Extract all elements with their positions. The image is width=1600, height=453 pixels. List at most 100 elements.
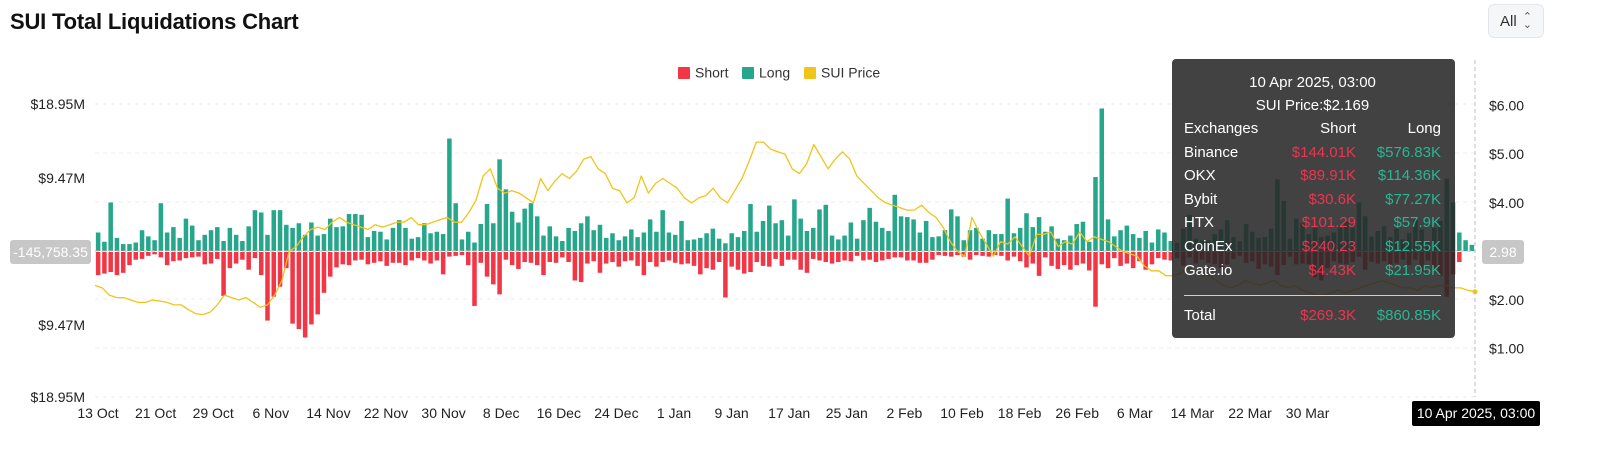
short-bar[interactable] xyxy=(265,252,270,321)
long-bar[interactable] xyxy=(346,214,352,251)
long-bar[interactable] xyxy=(221,240,226,251)
long-bar[interactable] xyxy=(353,214,358,251)
short-bar[interactable] xyxy=(886,252,891,259)
short-bar[interactable] xyxy=(905,252,910,261)
long-bar[interactable] xyxy=(114,237,120,251)
short-bar[interactable] xyxy=(560,252,565,258)
long-bar[interactable] xyxy=(315,235,320,251)
short-bar[interactable] xyxy=(980,252,985,256)
short-bar[interactable] xyxy=(384,252,389,266)
short-bar[interactable] xyxy=(390,252,396,263)
short-bar[interactable] xyxy=(1112,252,1117,259)
short-bar[interactable] xyxy=(396,252,402,263)
long-bar[interactable] xyxy=(967,230,973,251)
long-bar[interactable] xyxy=(1162,232,1167,251)
short-bar[interactable] xyxy=(484,252,490,277)
long-bar[interactable] xyxy=(578,223,584,251)
short-bar[interactable] xyxy=(1011,252,1017,257)
long-bar[interactable] xyxy=(597,224,603,251)
long-bar[interactable] xyxy=(723,243,728,251)
short-bar[interactable] xyxy=(227,252,233,269)
short-bar[interactable] xyxy=(1005,252,1010,261)
short-bar[interactable] xyxy=(610,252,615,263)
short-bar[interactable] xyxy=(1168,252,1174,261)
short-bar[interactable] xyxy=(698,252,703,275)
long-bar[interactable] xyxy=(879,227,885,251)
short-bar[interactable] xyxy=(930,252,935,260)
long-bar[interactable] xyxy=(1112,236,1117,251)
long-bar[interactable] xyxy=(1024,213,1029,251)
long-bar[interactable] xyxy=(472,242,477,251)
legend-label[interactable]: Short xyxy=(695,65,729,81)
short-bar[interactable] xyxy=(553,252,559,263)
long-bar[interactable] xyxy=(810,227,816,251)
long-bar[interactable] xyxy=(886,230,891,251)
long-bar[interactable] xyxy=(1457,232,1462,251)
long-bar[interactable] xyxy=(334,227,339,251)
long-bar[interactable] xyxy=(1017,227,1023,251)
long-bar[interactable] xyxy=(616,240,622,251)
short-bar[interactable] xyxy=(465,252,471,266)
short-bar[interactable] xyxy=(321,252,327,293)
short-bar[interactable] xyxy=(660,252,665,263)
short-bar[interactable] xyxy=(817,252,822,261)
short-bar[interactable] xyxy=(1043,252,1048,258)
short-bar[interactable] xyxy=(1118,252,1123,266)
long-bar[interactable] xyxy=(164,232,170,251)
long-bar[interactable] xyxy=(340,226,346,251)
long-bar[interactable] xyxy=(729,233,734,251)
long-bar[interactable] xyxy=(183,218,189,251)
short-bar[interactable] xyxy=(271,252,277,297)
long-bar[interactable] xyxy=(735,237,741,251)
long-bar[interactable] xyxy=(252,210,258,251)
long-bar[interactable] xyxy=(1011,233,1017,251)
long-bar[interactable] xyxy=(898,216,904,251)
short-bar[interactable] xyxy=(1105,252,1111,269)
long-bar[interactable] xyxy=(836,239,841,251)
short-bar[interactable] xyxy=(1049,252,1054,266)
short-bar[interactable] xyxy=(691,252,697,266)
short-bar[interactable] xyxy=(917,252,923,263)
short-bar[interactable] xyxy=(679,252,684,265)
long-bar[interactable] xyxy=(365,237,371,251)
long-bar[interactable] xyxy=(1061,240,1067,251)
short-bar[interactable] xyxy=(603,252,609,264)
short-bar[interactable] xyxy=(572,252,578,281)
long-bar[interactable] xyxy=(829,235,835,251)
long-bar[interactable] xyxy=(528,203,534,251)
long-bar[interactable] xyxy=(522,208,527,251)
short-bar[interactable] xyxy=(1030,252,1036,264)
long-bar[interactable] xyxy=(265,234,270,251)
long-bar[interactable] xyxy=(961,240,967,251)
short-bar[interactable] xyxy=(723,252,728,298)
short-bar[interactable] xyxy=(666,252,672,261)
short-bar[interactable] xyxy=(672,252,678,263)
long-bar[interactable] xyxy=(854,238,860,251)
long-bar[interactable] xyxy=(534,216,540,251)
long-bar[interactable] xyxy=(992,234,998,251)
short-bar[interactable] xyxy=(710,252,716,270)
long-bar[interactable] xyxy=(1469,244,1475,251)
short-bar[interactable] xyxy=(754,252,760,263)
long-bar[interactable] xyxy=(666,232,672,251)
long-bar[interactable] xyxy=(948,209,954,251)
long-bar[interactable] xyxy=(384,239,389,251)
short-bar[interactable] xyxy=(967,252,973,260)
long-bar[interactable] xyxy=(1168,240,1174,251)
legend-swatch[interactable] xyxy=(678,67,690,79)
short-bar[interactable] xyxy=(1061,252,1067,266)
long-bar[interactable] xyxy=(509,211,515,251)
short-bar[interactable] xyxy=(911,252,916,261)
long-bar[interactable] xyxy=(516,222,521,251)
long-bar[interactable] xyxy=(566,227,571,251)
long-bar[interactable] xyxy=(610,233,615,251)
short-bar[interactable] xyxy=(434,252,440,261)
short-bar[interactable] xyxy=(836,252,841,263)
short-bar[interactable] xyxy=(327,252,333,277)
long-bar[interactable] xyxy=(654,231,659,251)
long-bar[interactable] xyxy=(629,229,634,251)
short-bar[interactable] xyxy=(233,252,239,264)
long-bar[interactable] xyxy=(672,234,678,251)
short-bar[interactable] xyxy=(440,252,446,275)
short-bar[interactable] xyxy=(133,252,139,260)
